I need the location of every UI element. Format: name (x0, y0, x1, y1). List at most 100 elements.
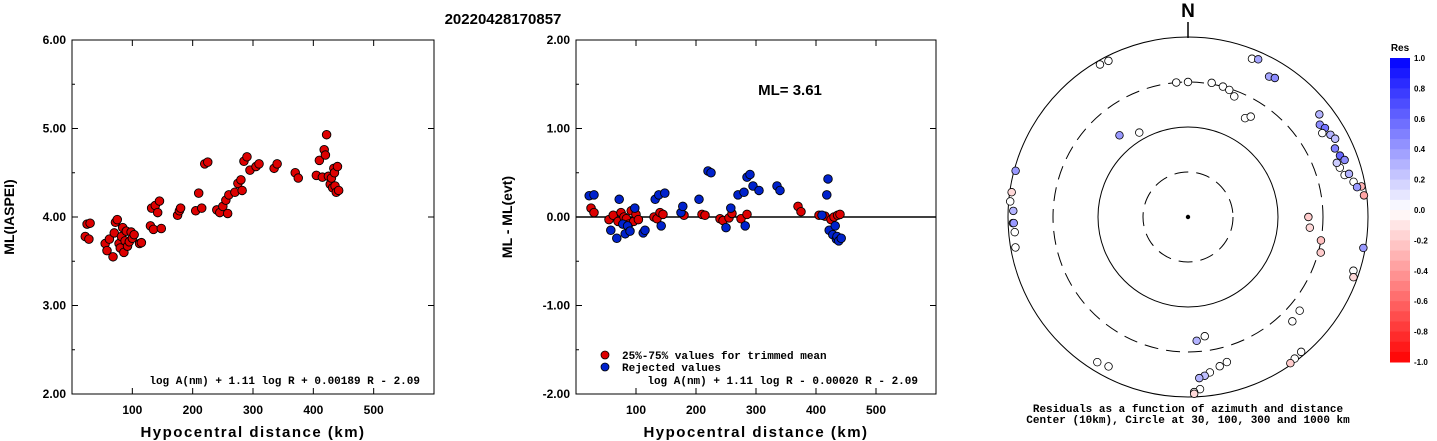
panel1-points (80, 129, 344, 262)
data-point (742, 209, 752, 220)
y-tick-label: 3.00 (43, 299, 67, 313)
data-point (104, 234, 115, 244)
colorbar-cell (1390, 321, 1410, 333)
station-marker (1359, 191, 1369, 200)
station-marker (1010, 227, 1019, 237)
station-marker (1183, 77, 1193, 87)
data-point (754, 185, 764, 196)
ring-1000km (1007, 36, 1369, 398)
panel2-axes: 100 200 300 400 500 -2.00 -1.00 0.00 1.00 2.00 (543, 33, 936, 417)
colorbar-tick-label: -1.0 (1414, 358, 1428, 367)
panel2-xlabel: Hypocentral distance (km) (643, 424, 868, 441)
north-label: N (1181, 1, 1195, 22)
station-marker (1011, 166, 1020, 176)
data-point (745, 169, 755, 180)
x-tick-label: 400 (303, 403, 323, 417)
panel2-points (584, 166, 846, 246)
data-point (236, 175, 246, 185)
station-marker (1192, 336, 1201, 346)
data-point (630, 203, 640, 213)
colorbar-cell (1390, 118, 1410, 130)
legend-marker-rejected (600, 362, 610, 372)
station-marker (1200, 332, 1209, 341)
residual-colorbar: Res 1.0 0.8 0.6 0.4 0.2 0.0 -0.2 -0.4 -0.6 -0.8 -1… (1390, 43, 1428, 367)
data-point (700, 210, 710, 220)
colorbar-tick-label: 0.8 (1414, 84, 1426, 93)
data-point (589, 207, 599, 218)
data-point (254, 159, 264, 169)
data-point (614, 194, 624, 205)
data-point (108, 252, 118, 262)
x-tick-label: 300 (243, 403, 263, 417)
x-tick-label: 100 (122, 403, 142, 417)
data-point (589, 190, 599, 200)
colorbar-cell (1390, 128, 1410, 140)
colorbar-cell (1390, 220, 1410, 231)
ring-100km (1097, 126, 1279, 308)
data-point (822, 190, 832, 200)
data-point (152, 207, 163, 218)
data-point (237, 185, 247, 196)
colorbar-cell (1390, 280, 1410, 292)
data-point (320, 150, 331, 160)
colorbar-cell (1390, 230, 1410, 241)
panel2-formula: log A(nm) + 1.11 log R - 0.00020 R - 2.0… (647, 376, 918, 388)
station-marker (1095, 60, 1105, 69)
station-marker (1104, 362, 1113, 371)
polar-residual-panel: N Residuals as a function of azimuth and… (1006, 1, 1369, 427)
y-tick-label: 0.00 (547, 210, 571, 224)
station-marker (1330, 144, 1340, 153)
colorbar-cell (1390, 88, 1410, 100)
colorbar-tick-label: -0.2 (1414, 236, 1428, 245)
data-point (154, 196, 165, 206)
data-point (835, 209, 845, 220)
y-tick-label: 6.00 (43, 33, 67, 47)
station-marker (1286, 358, 1295, 368)
data-point (175, 203, 186, 213)
data-point (796, 206, 806, 217)
figure-title: 20220428170857 (445, 11, 562, 28)
data-point (678, 201, 688, 212)
y-tick-label: -1.00 (543, 299, 571, 313)
data-point (148, 224, 159, 235)
ring-30km (1142, 171, 1234, 263)
panel2-ylabel: ML - ML(evt) (499, 176, 515, 258)
colorbar-cell (1390, 301, 1410, 312)
station-marker (1340, 155, 1349, 165)
station-marker (1009, 218, 1018, 228)
station-marker (1215, 362, 1224, 371)
station-marker (1288, 317, 1297, 326)
data-point (202, 157, 213, 167)
panel1-ylabel: ML(IASPEI) (1, 179, 17, 254)
panel1-frame (71, 39, 435, 395)
station-marker (1344, 169, 1354, 179)
data-point (660, 188, 670, 198)
legend-label-rejected: Rejected values (622, 363, 721, 375)
station-marker (1352, 182, 1362, 192)
x-tick-label: 500 (364, 403, 384, 417)
data-point (836, 233, 846, 243)
station-marker (1011, 243, 1020, 252)
ml-value-label: ML= 3.61 (758, 82, 822, 99)
x-tick-label: 200 (686, 403, 706, 417)
data-point (112, 214, 122, 225)
data-point (196, 203, 207, 213)
data-point (726, 203, 736, 213)
y-tick-label: 4.00 (43, 210, 67, 224)
station-marker (1296, 347, 1306, 357)
data-point (332, 161, 343, 172)
data-point (606, 225, 616, 236)
colorbar-title: Res (1391, 43, 1410, 54)
station-marker (1093, 357, 1102, 367)
colorbar-cell (1390, 311, 1410, 322)
colorbar-cell (1390, 169, 1410, 181)
colorbar-ticks: 1.0 0.8 0.6 0.4 0.2 0.0 -0.2 -0.4 -0.6 -0.8 -1.0 (1414, 54, 1428, 367)
station-marker (1007, 188, 1016, 197)
station-marker (1316, 236, 1326, 245)
station-marker (1304, 212, 1313, 222)
station-marker (1172, 78, 1181, 87)
data-point (222, 208, 233, 219)
data-point (102, 245, 112, 256)
station-marker (1316, 248, 1325, 257)
colorbar-cell (1390, 149, 1410, 160)
